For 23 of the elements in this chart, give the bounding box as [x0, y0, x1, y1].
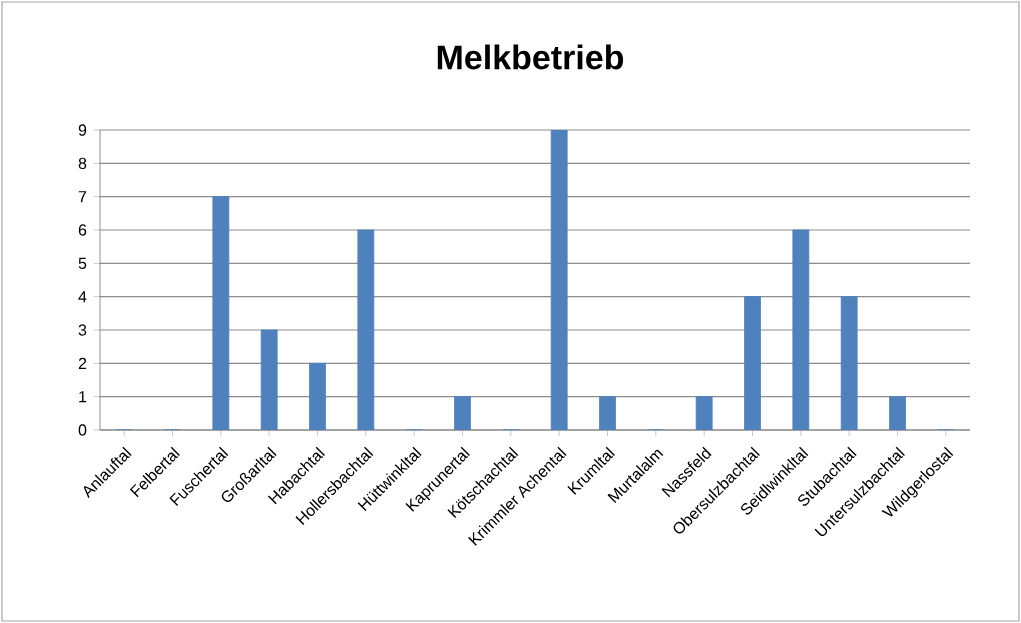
y-tick-label: 4 — [78, 291, 87, 303]
bar — [260, 329, 278, 430]
y-tick-label: 9 — [78, 124, 87, 136]
bar — [792, 229, 810, 430]
y-tick-label: 5 — [78, 257, 87, 269]
y-tick-label: 6 — [78, 224, 87, 236]
bar — [599, 396, 616, 430]
bar — [212, 196, 230, 430]
bar — [357, 229, 375, 430]
y-tick-label: 0 — [78, 424, 87, 436]
y-tick-label: 2 — [78, 357, 87, 369]
bar — [309, 362, 326, 430]
chart-title: Melkbetrieb — [437, 44, 624, 70]
y-tick-label: 3 — [78, 324, 87, 336]
y-tick-label: 1 — [79, 391, 87, 403]
y-tick-label: 8 — [78, 157, 87, 170]
bar — [550, 130, 568, 430]
bar — [889, 396, 906, 430]
bar — [695, 396, 713, 430]
y-tick-label: 7 — [78, 191, 87, 203]
bar — [454, 396, 471, 430]
bar — [744, 296, 761, 430]
bar — [840, 296, 858, 430]
